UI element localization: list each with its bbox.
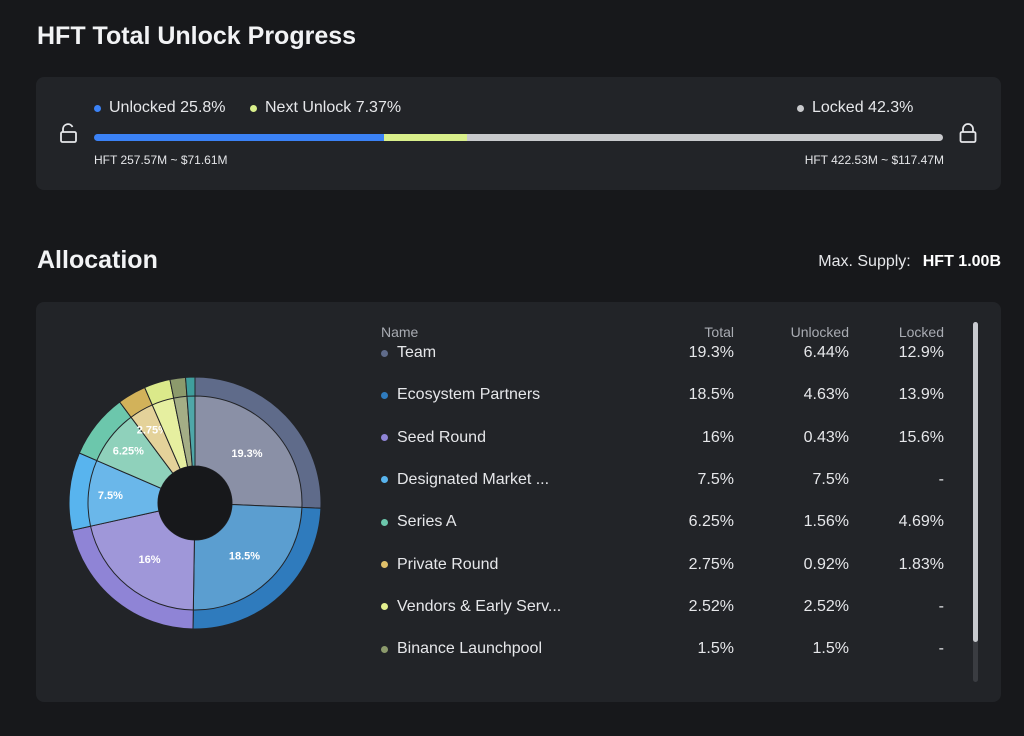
pie-data-label: 7.5% (98, 490, 123, 502)
locked-amount: HFT 422.53M ~ $117.47M (804, 153, 944, 167)
unlock-progress-bar (94, 134, 943, 141)
row-name-label: Seed Round (397, 428, 486, 446)
table-row[interactable]: Designated Market ... 7.5% 7.5% - (36, 471, 1001, 513)
col-header-locked: Locked (898, 324, 944, 340)
table-row[interactable]: Ecosystem Partners 18.5% 4.63% 13.9% (36, 386, 1001, 428)
progress-unlocked-segment (94, 134, 385, 141)
row-color-dot (381, 476, 388, 484)
row-name-label: Series A (397, 513, 457, 531)
table-scrollbar-thumb[interactable] (973, 322, 978, 642)
row-locked: - (938, 470, 944, 488)
row-unlocked: 2.52% (803, 597, 849, 615)
allocation-card: 19.3% 18.5% 16% 7.5% 6.25% 2.75% Name Total U… (36, 302, 1001, 702)
locked-dot (797, 104, 804, 112)
table-row[interactable]: Seed Round 16% 0.43% 15.6% (36, 429, 1001, 471)
row-locked: 1.83% (898, 555, 944, 573)
progress-locked-segment (467, 134, 943, 141)
unlocked-dot (94, 104, 101, 112)
row-color-dot (381, 561, 388, 568)
row-color-dot (381, 349, 388, 357)
pie-data-label: 18.5% (229, 550, 260, 562)
max-supply-label: Max. Supply: (818, 253, 911, 270)
row-name: Ecosystem Partners (381, 386, 540, 404)
next-dot (250, 104, 257, 112)
table-row[interactable]: Vendors & Early Serv... 2.52% 2.52% - (36, 598, 1001, 640)
row-name: Team (381, 344, 436, 362)
row-name-label: Vendors & Early Serv... (397, 597, 562, 615)
row-total: 18.5% (688, 386, 734, 404)
row-color-dot (381, 603, 388, 611)
row-total: 2.75% (688, 555, 734, 573)
row-locked: - (938, 640, 944, 658)
legend-locked: Locked 42.3% (797, 99, 913, 117)
legend-unlocked-label: Unlocked 25.8% (109, 99, 226, 116)
allocation-title: Allocation (37, 246, 158, 274)
row-unlocked: 0.92% (803, 555, 849, 573)
row-total: 16% (701, 428, 734, 446)
unlocked-lock-icon (60, 123, 77, 143)
col-header-total: Total (704, 324, 734, 340)
row-color-dot (381, 518, 388, 526)
row-total: 19.3% (688, 344, 734, 361)
max-supply: Max. Supply: HFT 1.00B (818, 253, 1001, 271)
row-total: 7.5% (697, 470, 734, 488)
table-row[interactable]: Private Round 2.75% 0.92% 1.83% (36, 556, 1001, 598)
unlock-progress-card: Unlocked 25.8% Next Unlock 7.37% Locked … (36, 77, 1001, 190)
legend-next-label: Next Unlock 7.37% (265, 99, 402, 116)
row-total: 1.5% (697, 640, 734, 658)
table-row[interactable]: Team 19.3% 6.44% 12.9% (36, 344, 1001, 386)
row-locked: - (938, 597, 944, 615)
row-locked: 12.9% (898, 344, 944, 361)
row-name: Private Round (381, 556, 498, 574)
row-name: Vendors & Early Serv... (381, 598, 561, 616)
pie-center-hole (158, 466, 232, 540)
max-supply-value: HFT 1.00B (922, 253, 1001, 270)
row-locked: 15.6% (898, 428, 944, 446)
row-color-dot (381, 434, 388, 442)
row-name: Series A (381, 513, 457, 531)
row-name-label: Private Round (397, 555, 499, 573)
pie-data-label: 19.3% (231, 448, 262, 460)
row-unlocked: 1.5% (812, 640, 849, 658)
legend-unlocked: Unlocked 25.8% (94, 99, 226, 117)
row-name: Binance Launchpool (381, 640, 542, 658)
row-name: Designated Market ... (381, 471, 549, 489)
pie-data-label: 2.75% (137, 424, 168, 436)
row-unlocked: 7.5% (812, 470, 849, 488)
row-locked: 4.69% (898, 513, 944, 531)
table-row[interactable]: Series A 6.25% 1.56% 4.69% (36, 513, 1001, 555)
progress-next-segment (384, 134, 468, 141)
table-row[interactable]: Binance Launchpool 1.5% 1.5% - (36, 640, 1001, 682)
col-header-name: Name (381, 324, 419, 340)
row-unlocked: 6.44% (803, 344, 849, 361)
row-name: Seed Round (381, 429, 486, 447)
row-name-label: Designated Market ... (397, 470, 550, 488)
row-unlocked: 4.63% (803, 386, 849, 404)
row-name-label: Binance Launchpool (397, 640, 543, 658)
row-unlocked: 1.56% (803, 513, 849, 531)
pie-data-label: 16% (138, 554, 160, 566)
legend-locked-label: Locked 42.3% (812, 99, 914, 116)
row-name-label: Team (397, 344, 437, 361)
row-name-label: Ecosystem Partners (397, 386, 541, 404)
unlock-progress-title: HFT Total Unlock Progress (37, 22, 357, 50)
row-color-dot (381, 645, 388, 653)
row-total: 6.25% (688, 513, 734, 531)
unlocked-amount: HFT 257.57M ~ $71.61M (94, 153, 228, 167)
pie-data-label: 6.25% (113, 445, 144, 457)
row-total: 2.52% (688, 597, 734, 615)
locked-lock-icon (959, 123, 977, 143)
row-unlocked: 0.43% (803, 428, 849, 446)
allocation-pie-chart[interactable]: 19.3% 18.5% 16% 7.5% 6.25% 2.75% (66, 374, 324, 632)
table-scrollbar[interactable] (973, 322, 978, 682)
row-color-dot (381, 391, 388, 399)
col-header-unlocked: Unlocked (790, 324, 849, 340)
legend-next-unlock: Next Unlock 7.37% (250, 99, 401, 117)
row-locked: 13.9% (898, 386, 944, 404)
